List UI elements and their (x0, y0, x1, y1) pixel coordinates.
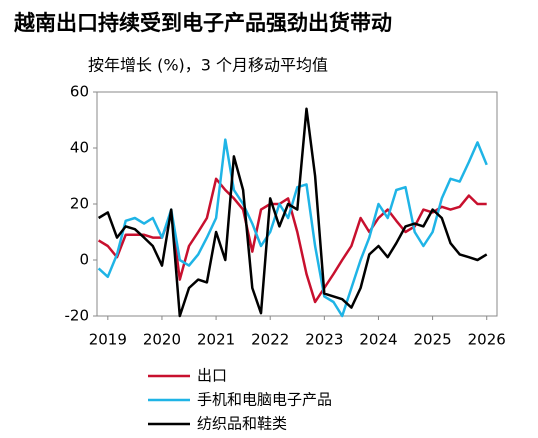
y-tick-label: 20 (70, 195, 89, 213)
y-tick-label: -20 (65, 307, 90, 325)
x-tick-label: 2023 (305, 331, 343, 349)
x-tick-label: 2025 (413, 331, 451, 349)
y-tick-label: 0 (79, 251, 89, 269)
series-line (97, 107, 488, 318)
x-tick-label: 2026 (468, 331, 506, 349)
legend-label: 纺织品和鞋类 (197, 415, 287, 433)
legend-label: 出口 (197, 367, 227, 385)
x-tick-label: 2020 (143, 331, 181, 349)
x-tick-label: 2021 (197, 331, 235, 349)
y-tick-label: 60 (70, 83, 89, 101)
x-tick-label: 2024 (359, 331, 397, 349)
legend-label: 手机和电脑电子产品 (197, 391, 332, 409)
y-tick-label: 40 (70, 139, 89, 157)
x-tick-label: 2022 (251, 331, 289, 349)
chart-subtitle: 按年增长 (%)，3 个月移动平均值 (88, 56, 328, 75)
x-tick-label: 2019 (89, 331, 127, 349)
chart-title: 越南出口持续受到电子产品强劲出货带动 (13, 11, 392, 35)
series-line (97, 138, 488, 318)
